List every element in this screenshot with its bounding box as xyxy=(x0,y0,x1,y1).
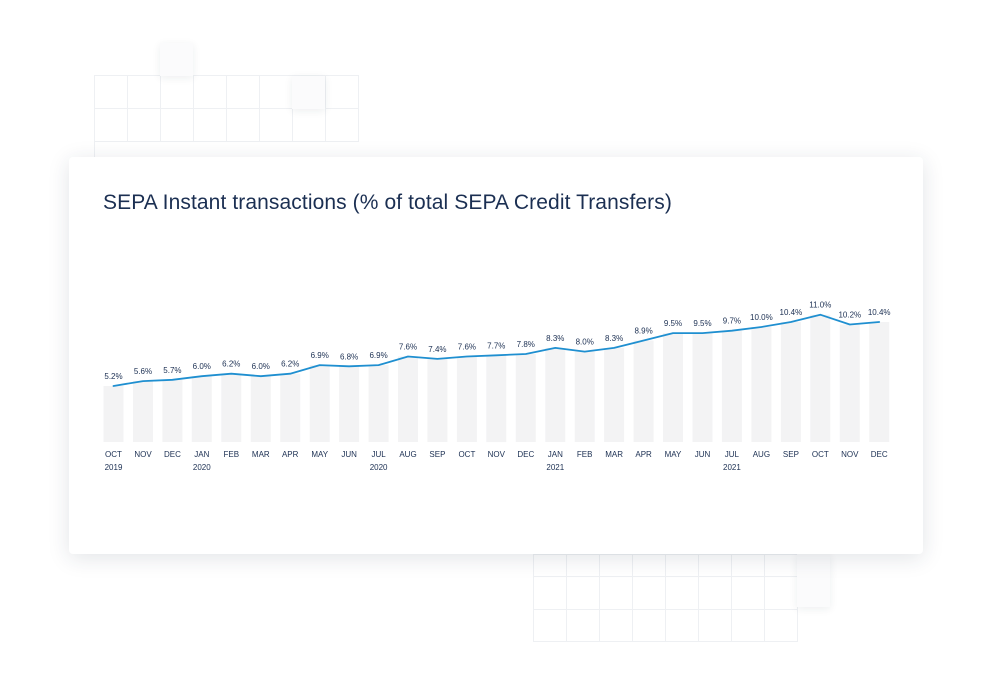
x-axis-layer: OCT 2019 NOV DEC JAN 2020 FEB MAR APR MAY JUN JUL 20… xyxy=(105,450,888,472)
value-label-21: 9.7% xyxy=(723,317,741,326)
value-label-12: 7.6% xyxy=(458,343,476,352)
bar-3 xyxy=(191,376,212,442)
bar-2 xyxy=(162,379,183,442)
bar-15 xyxy=(545,347,566,442)
background-tile xyxy=(797,554,830,607)
x-tick-label-22: AUG xyxy=(753,450,770,459)
x-tick-label-4: FEB xyxy=(224,450,240,459)
x-tick-label-20: JUN xyxy=(695,450,711,459)
bar-7 xyxy=(309,365,330,442)
background-grid-bottom-right xyxy=(533,554,798,642)
x-tick-label-21: JUL xyxy=(725,450,740,459)
value-label-16: 8.0% xyxy=(576,338,594,347)
x-tick-label-7: MAY xyxy=(311,450,328,459)
background-tile xyxy=(160,43,193,76)
bar-10 xyxy=(398,356,418,442)
x-tick-label-25: NOV xyxy=(841,450,859,459)
bar-14 xyxy=(515,354,536,442)
x-tick-label-1: NOV xyxy=(134,450,152,459)
value-label-10: 7.6% xyxy=(399,343,417,352)
bar-20 xyxy=(692,333,713,442)
value-label-15: 8.3% xyxy=(546,334,564,343)
bar-26 xyxy=(869,322,890,442)
value-label-11: 7.4% xyxy=(428,345,446,354)
value-label-6: 6.2% xyxy=(281,360,299,369)
bar-4 xyxy=(221,373,242,442)
value-label-14: 7.8% xyxy=(517,340,535,349)
x-tick-label-24: OCT xyxy=(812,450,829,459)
x-tick-label-11: SEP xyxy=(429,450,445,459)
value-label-17: 8.3% xyxy=(605,334,623,343)
year-label-9: 2020 xyxy=(370,463,388,472)
x-tick-label-16: FEB xyxy=(577,450,593,459)
value-label-8: 6.8% xyxy=(340,352,358,361)
value-label-25: 10.2% xyxy=(838,311,861,320)
bar-24 xyxy=(810,314,831,442)
value-labels-layer: 5.2% 5.6% 5.7% 6.0% 6.2% 6.0% 6.2% 6.9% 6.8% 6.9%… xyxy=(104,301,890,381)
value-label-4: 6.2% xyxy=(222,360,240,369)
year-label-21: 2021 xyxy=(723,463,741,472)
series-line xyxy=(112,313,881,387)
x-tick-label-8: JUN xyxy=(341,450,357,459)
bar-5 xyxy=(250,376,271,442)
bar-12 xyxy=(456,356,477,442)
x-tick-label-26: DEC xyxy=(871,450,888,459)
line-layer xyxy=(112,313,881,387)
value-label-19: 9.5% xyxy=(664,319,682,328)
bar-21 xyxy=(721,330,742,442)
value-label-18: 8.9% xyxy=(634,327,652,336)
bar-1 xyxy=(133,381,153,442)
bar-22 xyxy=(751,327,772,442)
x-tick-label-15: JAN xyxy=(548,450,563,459)
value-label-26: 10.4% xyxy=(868,308,891,317)
x-tick-label-9: JUL xyxy=(371,450,386,459)
x-tick-label-13: NOV xyxy=(488,450,506,459)
x-tick-label-12: OCT xyxy=(458,450,475,459)
x-tick-label-10: AUG xyxy=(399,450,416,459)
bar-9 xyxy=(368,365,389,442)
value-label-9: 6.9% xyxy=(369,351,387,360)
bar-18 xyxy=(633,340,654,442)
bar-25 xyxy=(839,324,860,442)
value-label-1: 5.6% xyxy=(134,367,152,376)
bar-17 xyxy=(604,347,625,442)
year-label-3: 2020 xyxy=(193,463,211,472)
x-tick-label-2: DEC xyxy=(164,450,181,459)
x-tick-label-0: OCT xyxy=(105,450,122,459)
x-tick-label-3: JAN xyxy=(194,450,209,459)
x-tick-label-18: APR xyxy=(635,450,652,459)
bar-13 xyxy=(486,355,507,443)
chart-card: SEPA Instant transactions (% of total SE… xyxy=(69,157,923,554)
value-label-13: 7.7% xyxy=(487,341,505,350)
value-label-20: 9.5% xyxy=(693,319,711,328)
year-label-0: 2019 xyxy=(105,463,123,472)
bar-8 xyxy=(339,366,360,442)
x-tick-label-17: MAR xyxy=(605,450,623,459)
value-label-2: 5.7% xyxy=(163,366,181,375)
bar-16 xyxy=(574,351,595,442)
bar-23 xyxy=(780,322,801,442)
value-label-5: 6.0% xyxy=(252,362,270,371)
x-tick-label-23: SEP xyxy=(783,450,799,459)
value-label-0: 5.2% xyxy=(104,372,122,381)
bar-19 xyxy=(663,333,683,442)
x-tick-label-5: MAR xyxy=(252,450,270,459)
bar-6 xyxy=(280,373,301,442)
value-label-24: 11.0% xyxy=(809,301,831,310)
bar-0 xyxy=(103,386,124,442)
value-label-3: 6.0% xyxy=(193,362,211,371)
x-tick-label-14: DEC xyxy=(517,450,534,459)
bars-layer xyxy=(103,314,890,443)
year-label-15: 2021 xyxy=(546,463,564,472)
chart-title: SEPA Instant transactions (% of total SE… xyxy=(103,191,672,214)
x-tick-label-6: APR xyxy=(282,450,299,459)
x-tick-label-19: MAY xyxy=(665,450,682,459)
background-tile xyxy=(292,76,325,109)
chart-plot: 5.2% 5.6% 5.7% 6.0% 6.2% 6.0% 6.2% 6.9% 6.8% 6.9%… xyxy=(103,301,891,472)
value-label-7: 6.9% xyxy=(311,351,329,360)
value-label-22: 10.0% xyxy=(750,313,773,322)
bar-11 xyxy=(427,358,448,442)
value-label-23: 10.4% xyxy=(780,308,803,317)
